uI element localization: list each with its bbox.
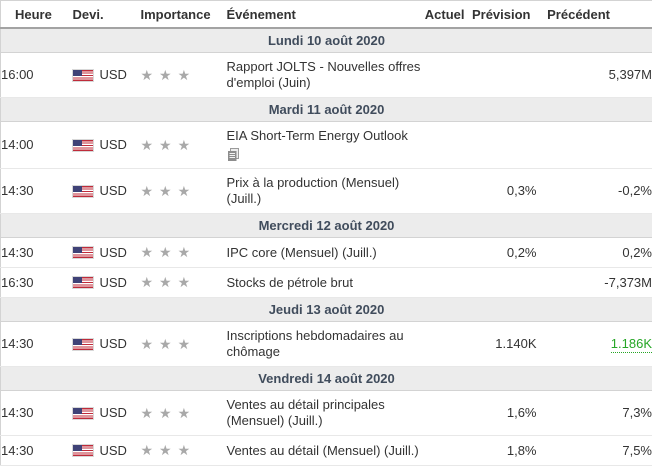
us-flag-icon (73, 408, 93, 419)
event-time: 14:30 (1, 436, 73, 466)
importance-stars-icon: ★★★ (141, 274, 197, 290)
actual-value (423, 169, 469, 214)
event-name-link[interactable]: EIA Short-Term Energy Outlook (227, 128, 408, 143)
day-label: Mardi 11 août 2020 (1, 98, 652, 122)
calendar-header-row: Heure Devi. Importance Événement Actuel … (1, 1, 652, 29)
currency-label: USD (100, 336, 127, 352)
previous-value: 7,3% (622, 405, 652, 420)
actual-value (423, 268, 469, 298)
day-header-row: Mercredi 12 août 2020 (1, 214, 652, 238)
currency-label: USD (100, 137, 127, 153)
importance-stars-icon: ★★★ (141, 442, 197, 458)
actual-value (423, 53, 469, 98)
day-label: Lundi 10 août 2020 (1, 28, 652, 53)
us-flag-icon (73, 339, 93, 350)
day-header-row: Vendredi 14 août 2020 (1, 367, 652, 391)
event-row[interactable]: 14:00 USD ★★★ EIA Short-Term Energy Outl… (1, 122, 652, 169)
event-time: 16:30 (1, 268, 73, 298)
forecast-value (469, 53, 537, 98)
previous-value: -0,2% (618, 183, 652, 198)
column-header-event: Événement (227, 1, 423, 29)
actual-value (423, 436, 469, 466)
event-row[interactable]: 14:30 USD ★★★ Prix à la production (Mens… (1, 169, 652, 214)
event-row[interactable]: 14:30 USD ★★★ Inscriptions hebdomadaires… (1, 322, 652, 367)
event-row[interactable]: 16:00 USD ★★★ Rapport JOLTS - Nouvelles … (1, 53, 652, 98)
currency-label: USD (100, 443, 127, 459)
currency-label: USD (100, 245, 127, 261)
event-row[interactable]: 16:30 USD ★★★ Stocks de pétrole brut -7,… (1, 268, 652, 298)
column-header-importance: Importance (141, 1, 227, 29)
column-header-time: Heure (1, 1, 73, 29)
day-label: Vendredi 14 août 2020 (1, 367, 652, 391)
importance-stars-icon: ★★★ (141, 67, 197, 83)
forecast-value: 0,3% (469, 169, 537, 214)
previous-value: 7,5% (622, 443, 652, 458)
report-icon[interactable] (227, 148, 423, 162)
event-name-link[interactable]: IPC core (Mensuel) (Juill.) (227, 245, 377, 260)
event-name-link[interactable]: Inscriptions hebdomadaires au chômage (227, 328, 404, 359)
previous-value: 5,397M (609, 67, 652, 82)
actual-value (423, 322, 469, 367)
importance-stars-icon: ★★★ (141, 137, 197, 153)
actual-value (423, 391, 469, 436)
us-flag-icon (73, 277, 93, 288)
day-header-row: Jeudi 13 août 2020 (1, 298, 652, 322)
us-flag-icon (73, 140, 93, 151)
importance-stars-icon: ★★★ (141, 405, 197, 421)
event-time: 14:30 (1, 391, 73, 436)
day-label: Mercredi 12 août 2020 (1, 214, 652, 238)
day-label: Jeudi 13 août 2020 (1, 298, 652, 322)
event-name-link[interactable]: Ventes au détail (Mensuel) (Juill.) (227, 443, 419, 458)
event-name-link[interactable]: Prix à la production (Mensuel) (Juill.) (227, 175, 400, 206)
column-header-forecast: Prévision (469, 1, 537, 29)
event-row[interactable]: 14:30 USD ★★★ IPC core (Mensuel) (Juill.… (1, 238, 652, 268)
currency-label: USD (100, 67, 127, 83)
importance-stars-icon: ★★★ (141, 244, 197, 260)
day-header-row: Lundi 10 août 2020 (1, 28, 652, 53)
us-flag-icon (73, 247, 93, 258)
column-header-actual: Actuel (423, 1, 469, 29)
forecast-value (469, 268, 537, 298)
importance-stars-icon: ★★★ (141, 183, 197, 199)
event-name-link[interactable]: Stocks de pétrole brut (227, 275, 353, 290)
event-name-link[interactable]: Rapport JOLTS - Nouvelles offres d'emplo… (227, 59, 421, 90)
previous-value: -7,373M (604, 275, 652, 290)
event-time: 14:30 (1, 322, 73, 367)
event-row[interactable]: 14:30 USD ★★★ Ventes au détail principal… (1, 391, 652, 436)
column-header-previous: Précédent (537, 1, 652, 29)
forecast-value: 1,6% (469, 391, 537, 436)
currency-label: USD (100, 275, 127, 291)
event-time: 14:30 (1, 238, 73, 268)
previous-value[interactable]: 1.186K (611, 336, 652, 353)
forecast-value: 0,2% (469, 238, 537, 268)
forecast-value: 1,8% (469, 436, 537, 466)
forecast-value: 1.140K (469, 322, 537, 367)
us-flag-icon (73, 186, 93, 197)
importance-stars-icon: ★★★ (141, 336, 197, 352)
event-time: 14:00 (1, 122, 73, 169)
event-name-link[interactable]: Ventes au détail principales (Mensuel) (… (227, 397, 385, 428)
actual-value (423, 238, 469, 268)
previous-value: 0,2% (622, 245, 652, 260)
actual-value (423, 122, 469, 169)
us-flag-icon (73, 445, 93, 456)
column-header-currency: Devi. (73, 1, 141, 29)
currency-label: USD (100, 183, 127, 199)
event-row[interactable]: 14:30 USD ★★★ Ventes au détail (Mensuel)… (1, 436, 652, 466)
currency-label: USD (100, 405, 127, 421)
event-time: 16:00 (1, 53, 73, 98)
day-header-row: Mardi 11 août 2020 (1, 98, 652, 122)
us-flag-icon (73, 70, 93, 81)
event-time: 14:30 (1, 169, 73, 214)
forecast-value (469, 122, 537, 169)
